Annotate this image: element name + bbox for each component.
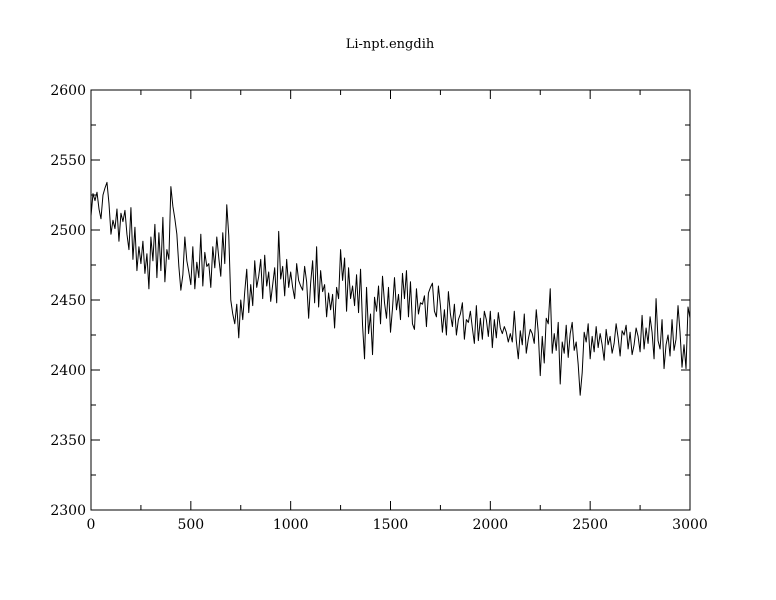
chart-title: Li-npt.engdih (346, 37, 435, 52)
x-tick-label: 0 (87, 517, 96, 533)
x-tick-label: 2000 (473, 517, 509, 533)
y-tick-label: 2350 (50, 433, 86, 449)
x-tick-label: 1500 (373, 517, 409, 533)
y-tick-label: 2400 (50, 363, 86, 379)
x-tick-label: 1000 (273, 517, 309, 533)
y-axis: 2300 2350 2400 2450 2500 2550 2600 (50, 83, 690, 519)
series-group (90, 181, 691, 396)
x-tick-label: 2500 (572, 517, 608, 533)
y-tick-label: 2300 (50, 503, 86, 519)
y-tick-label: 2600 (50, 83, 86, 99)
x-tick-label: 3000 (672, 517, 708, 533)
y-tick-label: 2550 (50, 153, 86, 169)
x-axis: 0 500 1000 1500 2000 2500 3000 (87, 90, 708, 533)
x-tick-label: 500 (177, 517, 204, 533)
y-tick-label: 2500 (50, 223, 86, 239)
plot-frame (90, 89, 691, 511)
series-line (90, 181, 691, 396)
y-tick-label: 2450 (50, 293, 86, 309)
